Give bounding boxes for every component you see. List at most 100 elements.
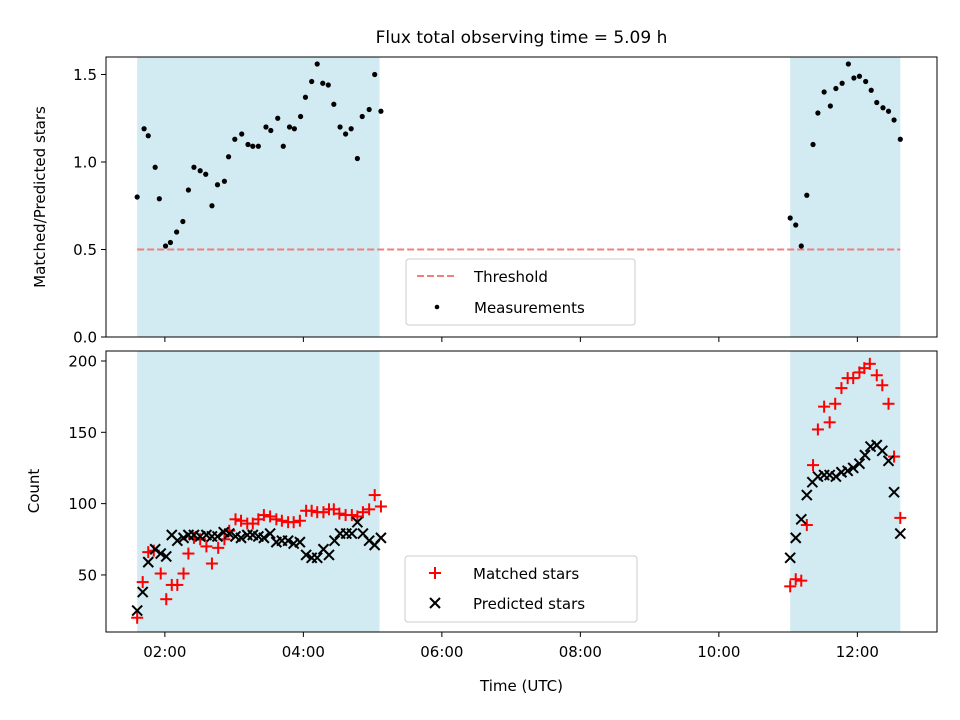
y-tick-label: 1.0 bbox=[73, 154, 97, 172]
measurement-point bbox=[348, 126, 354, 132]
matched-star-marker bbox=[818, 400, 831, 413]
measurement-point bbox=[167, 239, 174, 246]
matched-star-marker bbox=[333, 507, 346, 520]
predicted-star-marker bbox=[790, 532, 802, 544]
measurement-point bbox=[314, 61, 320, 67]
measurement-point bbox=[268, 127, 274, 134]
matched-star-marker bbox=[374, 500, 387, 513]
matched-star-marker bbox=[177, 567, 190, 580]
measurement-point bbox=[152, 164, 158, 170]
measurement-point bbox=[174, 229, 180, 235]
measurement-point bbox=[225, 154, 232, 160]
measurement-point bbox=[239, 131, 245, 137]
measurement-point bbox=[302, 94, 309, 100]
matched-star-marker bbox=[847, 372, 860, 385]
measurement-point bbox=[331, 101, 337, 107]
predicted-star-marker bbox=[211, 530, 224, 543]
matched-star-marker bbox=[182, 547, 195, 560]
predicted-star-marker bbox=[328, 535, 341, 547]
predicted-star-marker bbox=[300, 549, 312, 561]
measurement-point bbox=[325, 82, 331, 88]
predicted-star-marker bbox=[294, 536, 306, 548]
matched-star-marker bbox=[789, 573, 802, 586]
matched-star-marker bbox=[870, 369, 883, 382]
measurement-point bbox=[845, 61, 851, 67]
y-tick-label: 50 bbox=[78, 566, 97, 584]
predicted-star-marker bbox=[882, 455, 895, 467]
predicted-star-marker bbox=[876, 445, 888, 457]
matched-star-marker bbox=[160, 593, 173, 606]
matched-star-marker bbox=[811, 423, 824, 436]
measurement-point bbox=[162, 243, 169, 249]
measurement-point bbox=[275, 115, 281, 121]
matched-star-marker bbox=[356, 506, 369, 519]
predicted-star-marker bbox=[801, 489, 813, 501]
predicted-star-marker bbox=[264, 527, 276, 540]
count-legend: Matched stars Predicted stars bbox=[404, 555, 638, 623]
measurement-point bbox=[197, 168, 203, 174]
matched-star-marker bbox=[212, 541, 225, 554]
matched-star-marker bbox=[270, 513, 283, 526]
measurement-point bbox=[359, 113, 365, 120]
matched-star-marker bbox=[275, 514, 288, 527]
measurement-point bbox=[180, 218, 186, 225]
predicted-star-marker bbox=[282, 535, 294, 547]
measurement-point bbox=[856, 73, 863, 79]
matched-star-marker bbox=[264, 510, 277, 523]
measurement-point bbox=[255, 143, 261, 149]
matched-star-marker bbox=[368, 489, 381, 502]
matched-legend-swatch bbox=[429, 567, 441, 579]
measurement-point bbox=[880, 105, 886, 111]
x-axis-label: Time (UTC) bbox=[479, 677, 563, 695]
measurement-point bbox=[286, 124, 293, 130]
matched-star-marker bbox=[795, 574, 808, 587]
predicted-star-marker bbox=[160, 550, 172, 563]
matched-star-marker bbox=[235, 514, 248, 527]
measurement-point bbox=[868, 87, 874, 93]
measurement-point bbox=[291, 126, 297, 132]
measurement-point bbox=[851, 75, 857, 81]
measurement-point bbox=[372, 71, 378, 78]
measurement-points bbox=[134, 61, 903, 249]
measurement-point bbox=[232, 136, 238, 142]
matched-star-marker bbox=[154, 567, 167, 580]
measurement-point bbox=[141, 126, 147, 132]
measurement-point bbox=[191, 164, 197, 170]
predicted-star-marker bbox=[859, 449, 871, 461]
observing-window-1 bbox=[137, 351, 380, 632]
predicted-star-marker bbox=[131, 604, 143, 617]
measurement-point bbox=[839, 80, 845, 86]
top-observing-windows bbox=[137, 57, 901, 337]
matched-star-marker bbox=[317, 506, 330, 519]
measurement-point bbox=[891, 117, 897, 123]
measurement-point bbox=[297, 113, 304, 120]
predicted-star-marker bbox=[351, 516, 364, 528]
measurement-point bbox=[221, 178, 228, 184]
ratio-legend-box bbox=[405, 258, 636, 326]
ratio-panel-frame bbox=[105, 56, 938, 338]
measurement-point bbox=[874, 99, 880, 106]
measurement-point bbox=[214, 182, 221, 188]
matched-star-marker bbox=[800, 519, 813, 532]
matched-star-marker bbox=[131, 611, 144, 624]
measurement-point bbox=[804, 192, 810, 198]
ratio-x-ticks bbox=[164, 337, 858, 342]
matched-star-marker bbox=[807, 459, 820, 472]
measurement-point bbox=[863, 78, 869, 85]
x-tick-label: 08:00 bbox=[559, 643, 602, 661]
y-tick-label: 0.0 bbox=[73, 329, 97, 347]
predicted-star-marker bbox=[795, 513, 807, 526]
bottom-observing-windows bbox=[137, 351, 901, 632]
matched-star-marker bbox=[229, 513, 242, 526]
matched-star-marker bbox=[345, 509, 358, 522]
matched-star-marker bbox=[784, 580, 797, 593]
y-tick-label: 150 bbox=[68, 424, 97, 442]
matched-star-marker bbox=[882, 397, 895, 410]
matched-star-marker bbox=[876, 379, 889, 392]
measurement-point bbox=[793, 222, 799, 228]
measurement-point bbox=[378, 108, 384, 114]
measurement-point bbox=[827, 103, 833, 109]
measurement-point bbox=[798, 243, 804, 249]
matched-star-marker bbox=[287, 516, 300, 529]
